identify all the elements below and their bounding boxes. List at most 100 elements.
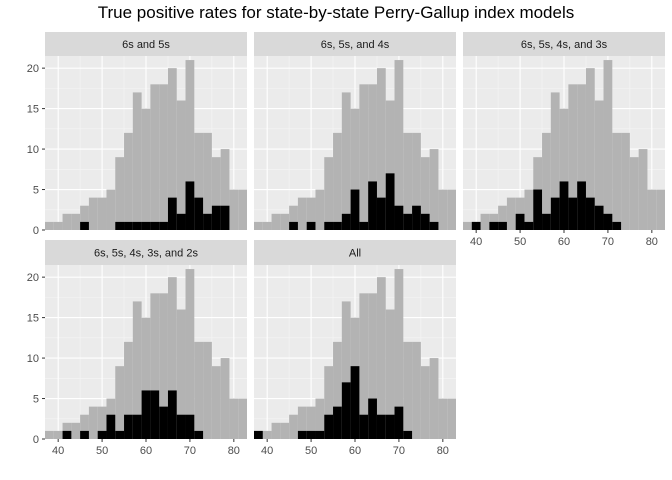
x-tick-label: 50 (305, 445, 317, 457)
background-bar (559, 108, 569, 230)
model-bar (297, 430, 307, 439)
y-tick-label: 20 (27, 63, 39, 75)
model-bar (333, 221, 342, 230)
background-bar (132, 301, 142, 439)
y-tick-label: 10 (27, 144, 39, 156)
background-bar (403, 341, 413, 439)
x-tick-label: 70 (602, 236, 614, 248)
background-bar (463, 221, 472, 230)
model-bar (368, 398, 377, 439)
model-bar (80, 221, 89, 230)
background-bar (194, 132, 204, 230)
model-bar (115, 430, 125, 439)
background-bar (315, 189, 325, 230)
background-bar (97, 197, 107, 230)
y-tick-label: 0 (33, 434, 39, 446)
y-tick-label: 15 (27, 104, 39, 116)
x-tick-label: 70 (184, 445, 196, 457)
background-bar (568, 84, 578, 230)
model-bar (385, 173, 395, 230)
background-bar (262, 430, 272, 439)
facet-label: 6s, 5s, and 4s (321, 39, 390, 51)
background-bar (80, 205, 89, 230)
model-bar (306, 430, 316, 439)
background-bar (167, 277, 177, 439)
model-bar (97, 430, 107, 439)
background-bar (289, 414, 298, 439)
x-tick-label: 40 (261, 445, 273, 457)
background-bar (211, 157, 221, 230)
facet-panel-2: 6s, 5s, and 4s (254, 32, 456, 231)
model-bar (132, 221, 142, 230)
model-bar (403, 430, 413, 439)
background-bar (629, 157, 639, 230)
background-bar (229, 398, 239, 439)
background-bar (97, 406, 107, 439)
background-bar (238, 398, 247, 439)
background-bar (324, 157, 334, 230)
background-bar (150, 293, 160, 439)
background-bar (368, 84, 377, 230)
x-tick-label: 80 (228, 445, 240, 457)
x-tick-label: 60 (558, 236, 570, 248)
model-bar (577, 181, 586, 230)
model-bar (489, 221, 499, 230)
model-bar (62, 430, 72, 439)
y-tick-label: 5 (33, 394, 39, 406)
background-bar (333, 132, 342, 230)
background-bar (306, 197, 316, 230)
background-bar (447, 398, 456, 439)
model-bar (167, 390, 177, 439)
background-bar (394, 60, 404, 231)
y-tick-label: 20 (27, 272, 39, 284)
background-bar (185, 269, 195, 439)
model-bar (176, 414, 186, 439)
background-bar (498, 205, 507, 230)
background-bar (420, 157, 430, 230)
model-bar (194, 430, 204, 439)
model-bar (211, 205, 221, 230)
background-bar (271, 422, 281, 439)
facet-panel-3: 6s, 5s, 4s, and 3s 40 50 60 70 80 (463, 32, 665, 248)
background-bar (53, 430, 63, 439)
background-bar (656, 189, 665, 230)
model-bar (612, 221, 622, 230)
model-bar (159, 406, 168, 439)
background-bar (280, 422, 290, 439)
y-tick-label: 10 (27, 353, 39, 365)
background-bar (71, 213, 81, 230)
model-bar (167, 197, 177, 230)
background-bar (71, 422, 81, 439)
model-bar (568, 197, 578, 230)
model-bar (559, 181, 569, 230)
background-bar (53, 221, 63, 230)
model-bar (194, 197, 204, 230)
facet-panel-1: 6s and 5s 0 5 10 15 20 (27, 32, 247, 237)
background-bar (115, 366, 125, 439)
background-bar (124, 132, 133, 230)
background-bar (438, 189, 448, 230)
facet-strip (254, 240, 456, 265)
background-bar (412, 341, 421, 439)
facet-label: 6s, 5s, 4s, 3s, and 2s (94, 248, 198, 260)
background-bar (115, 157, 125, 230)
background-bar (368, 293, 377, 439)
background-bar (480, 213, 490, 230)
facet-label: All (349, 248, 361, 260)
model-bar (498, 221, 507, 230)
background-bar (124, 341, 133, 439)
facet-strip (45, 240, 247, 265)
model-bar (254, 430, 263, 439)
model-bar (394, 205, 404, 230)
background-bar (341, 92, 351, 230)
background-bar (159, 84, 168, 230)
model-bar (515, 213, 525, 230)
x-tick-label: 80 (646, 236, 658, 248)
background-bar (438, 398, 448, 439)
background-bar (203, 341, 212, 439)
model-bar (203, 213, 212, 230)
model-bar (306, 221, 316, 230)
background-bar (306, 406, 316, 439)
model-bar (359, 221, 369, 230)
